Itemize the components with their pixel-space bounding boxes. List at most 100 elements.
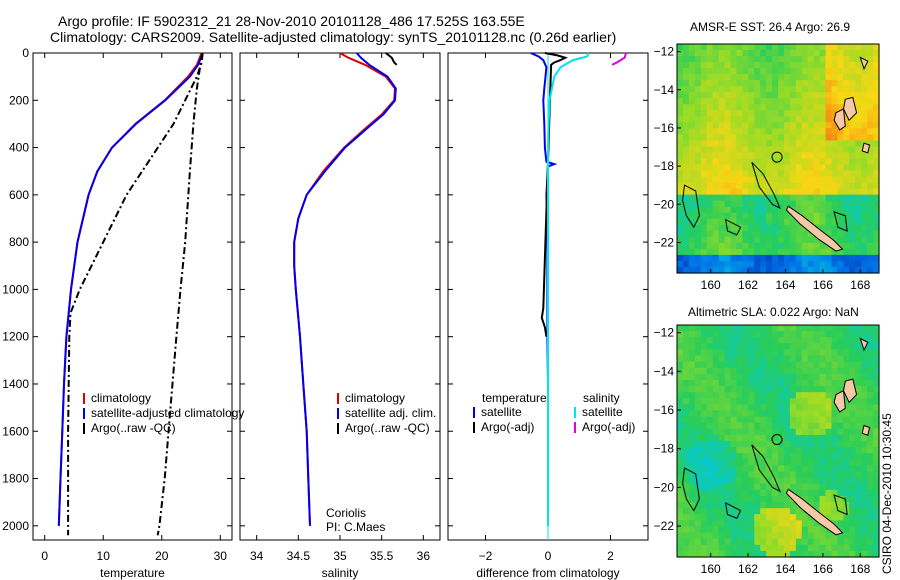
heatmap-cell bbox=[849, 447, 856, 454]
heatmap-cell bbox=[718, 373, 726, 381]
heatmap-cell bbox=[700, 248, 708, 256]
heatmap-cell bbox=[748, 128, 755, 135]
heatmap-cell bbox=[795, 44, 803, 51]
heatmap-cell bbox=[718, 325, 726, 332]
heatmap-cell bbox=[849, 260, 856, 268]
heatmap-cell bbox=[801, 248, 809, 256]
heatmap-cell bbox=[754, 514, 761, 521]
heatmap-cell bbox=[712, 416, 720, 424]
heatmap-cell bbox=[766, 92, 773, 99]
heatmap-cell bbox=[682, 349, 690, 357]
heatmap-cell bbox=[712, 386, 720, 393]
heatmap-cell bbox=[855, 152, 862, 160]
heatmap-cell bbox=[688, 146, 696, 154]
heatmap-cell bbox=[867, 224, 874, 232]
heatmap-cell bbox=[849, 164, 856, 172]
heatmap-cell bbox=[700, 146, 708, 154]
heatmap-cell bbox=[778, 122, 785, 129]
heatmap-cell bbox=[772, 242, 779, 250]
heatmap-cell bbox=[688, 379, 696, 387]
heatmap-cell bbox=[730, 110, 738, 117]
heatmap-cell bbox=[730, 74, 738, 81]
heatmap-cell bbox=[801, 242, 809, 250]
heatmap-cell bbox=[718, 92, 726, 99]
heatmap-cell bbox=[730, 194, 738, 202]
heatmap-cell bbox=[837, 170, 844, 178]
heatmap-cell bbox=[766, 146, 773, 154]
heatmap-cell bbox=[778, 416, 785, 424]
heatmap-cell bbox=[813, 242, 821, 250]
heatmap-cell bbox=[766, 441, 773, 448]
heatmap-cell bbox=[778, 194, 785, 202]
heatmap-cell bbox=[843, 471, 850, 479]
heatmap-cell bbox=[831, 74, 839, 81]
heatmap-cell bbox=[795, 194, 803, 202]
heatmap-cell bbox=[712, 266, 720, 274]
heatmap-cell bbox=[760, 200, 767, 208]
heatmap-cell bbox=[867, 266, 874, 274]
heatmap-cell bbox=[837, 447, 844, 454]
heatmap-cell bbox=[873, 538, 880, 546]
heatmap-cell bbox=[754, 544, 761, 552]
heatmap-cell bbox=[754, 248, 761, 256]
heatmap-cell bbox=[677, 434, 684, 442]
heatmap-cell bbox=[789, 447, 797, 454]
heatmap-cell bbox=[831, 176, 839, 184]
heatmap-cell bbox=[760, 56, 767, 63]
heatmap-cell bbox=[754, 465, 761, 473]
heatmap-cell bbox=[724, 170, 732, 178]
heatmap-cell bbox=[778, 392, 785, 399]
heatmap-cell bbox=[766, 98, 773, 105]
heatmap-cell bbox=[801, 428, 809, 436]
heatmap-cell bbox=[825, 164, 833, 172]
heatmap-cell bbox=[694, 349, 702, 357]
heatmap-cell bbox=[694, 367, 702, 375]
heatmap-cell bbox=[772, 361, 779, 369]
heatmap-cell bbox=[831, 343, 839, 351]
heatmap-cell bbox=[837, 128, 844, 135]
heatmap-cell bbox=[778, 188, 785, 196]
heatmap-cell bbox=[825, 349, 833, 357]
heatmap-cell bbox=[813, 140, 821, 148]
heatmap-cell bbox=[772, 182, 779, 190]
heatmap-cell bbox=[807, 242, 815, 250]
heatmap-cell bbox=[855, 447, 862, 454]
heatmap-cell bbox=[873, 44, 880, 51]
heatmap-cell bbox=[754, 477, 761, 485]
land-polygon bbox=[833, 389, 846, 413]
heatmap-cell bbox=[712, 236, 720, 244]
heatmap-cell bbox=[778, 343, 785, 351]
heatmap-cell bbox=[718, 428, 726, 436]
heatmap-cell bbox=[807, 98, 815, 105]
heatmap-cell bbox=[688, 68, 696, 75]
heatmap-cell bbox=[682, 337, 690, 344]
heatmap-cell bbox=[813, 502, 821, 509]
heatmap-cell bbox=[778, 373, 785, 381]
heatmap-cell bbox=[766, 514, 773, 521]
heatmap-cell bbox=[712, 188, 720, 196]
heatmap-cell bbox=[837, 538, 844, 546]
heatmap-cell bbox=[831, 331, 839, 338]
heatmap-cell bbox=[843, 367, 850, 375]
heatmap-cell bbox=[700, 242, 708, 250]
heatmap-cell bbox=[742, 242, 749, 250]
heatmap-cell bbox=[748, 110, 755, 117]
heatmap-cell bbox=[789, 248, 797, 256]
heatmap-cell bbox=[801, 104, 809, 111]
heatmap-cell bbox=[712, 242, 720, 250]
heatmap-cell bbox=[712, 349, 720, 357]
heatmap-cell bbox=[825, 218, 833, 226]
heatmap-cell bbox=[754, 104, 761, 111]
heatmap-cell bbox=[861, 68, 868, 75]
heatmap-cell bbox=[843, 489, 850, 497]
heatmap-cell bbox=[688, 86, 696, 93]
heatmap-cell bbox=[849, 182, 856, 190]
heatmap-cell bbox=[766, 526, 773, 534]
heatmap-cell bbox=[677, 134, 684, 142]
heatmap-cell bbox=[795, 386, 803, 393]
heatmap-cell bbox=[688, 471, 696, 479]
x-tick-label: 20 bbox=[155, 549, 169, 563]
